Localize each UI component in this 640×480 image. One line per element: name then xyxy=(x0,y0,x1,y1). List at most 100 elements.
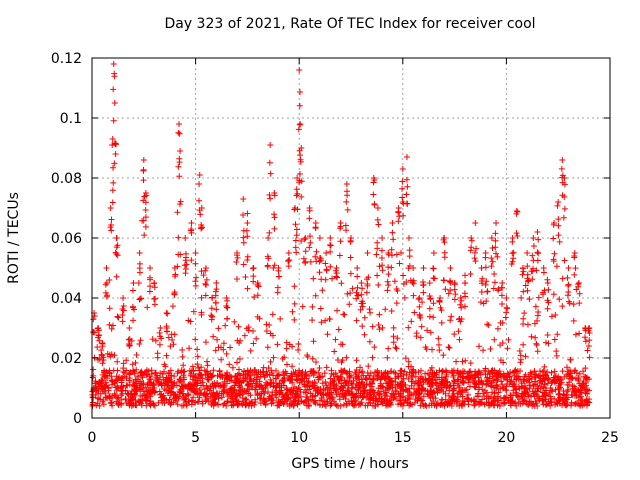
data-point xyxy=(306,244,313,251)
data-point xyxy=(264,381,271,388)
data-point xyxy=(453,398,460,405)
data-point xyxy=(109,187,116,194)
data-point xyxy=(99,343,106,350)
data-point xyxy=(487,346,494,353)
data-point xyxy=(502,314,509,321)
data-point xyxy=(257,394,264,401)
data-point xyxy=(408,382,415,389)
data-point xyxy=(263,368,270,375)
data-point xyxy=(295,346,302,353)
data-point xyxy=(186,345,193,352)
data-point xyxy=(130,280,137,286)
data-point xyxy=(322,387,329,394)
data-point xyxy=(544,280,551,286)
data-point xyxy=(399,383,406,390)
data-point xyxy=(196,197,203,204)
data-point xyxy=(125,398,132,405)
data-point xyxy=(495,287,502,294)
data-point xyxy=(312,393,319,400)
data-point xyxy=(492,237,499,244)
data-point xyxy=(111,160,118,167)
data-point xyxy=(563,364,570,371)
data-point xyxy=(417,334,424,341)
data-point xyxy=(524,287,531,294)
y-tick-label: 0.02 xyxy=(51,351,82,367)
data-point xyxy=(280,400,287,407)
data-point xyxy=(495,369,502,376)
data-point xyxy=(532,334,539,341)
data-point xyxy=(182,266,189,273)
data-point xyxy=(168,399,175,406)
chart-title: Day 323 of 2021, Rate Of TEC Index for r… xyxy=(164,16,536,32)
data-point xyxy=(483,278,490,285)
data-point xyxy=(335,326,342,333)
data-point xyxy=(275,267,282,274)
data-point xyxy=(162,363,169,370)
data-point xyxy=(215,325,222,332)
data-point xyxy=(158,379,165,386)
data-point xyxy=(533,267,540,274)
data-point xyxy=(540,269,547,276)
data-point xyxy=(508,398,515,405)
data-point xyxy=(118,384,125,391)
data-point xyxy=(494,253,501,260)
data-point xyxy=(113,250,120,257)
data-point xyxy=(107,224,114,231)
data-point xyxy=(151,389,158,396)
data-point xyxy=(90,399,97,406)
data-point xyxy=(269,332,276,339)
data-point xyxy=(342,379,349,386)
data-point xyxy=(310,385,317,392)
data-point xyxy=(177,198,184,205)
data-point xyxy=(258,390,265,397)
data-point xyxy=(312,292,319,299)
data-point xyxy=(189,363,196,370)
data-point xyxy=(535,294,542,301)
data-point xyxy=(584,401,591,408)
data-point xyxy=(266,229,273,236)
data-point xyxy=(441,239,448,246)
data-point xyxy=(534,257,541,264)
data-point xyxy=(576,330,583,337)
data-point xyxy=(257,373,264,380)
data-point xyxy=(559,157,566,163)
data-point xyxy=(353,317,360,324)
data-point xyxy=(243,325,250,332)
data-point xyxy=(204,362,211,369)
data-point xyxy=(436,298,443,305)
data-point xyxy=(285,256,292,263)
data-point xyxy=(279,355,286,362)
data-point xyxy=(586,354,593,361)
data-point xyxy=(316,235,323,241)
data-point xyxy=(476,378,483,385)
data-point xyxy=(385,282,392,289)
data-point xyxy=(354,375,361,382)
data-point xyxy=(328,389,335,396)
data-point xyxy=(321,401,328,408)
data-point xyxy=(301,378,308,385)
data-point xyxy=(539,368,546,375)
data-point xyxy=(345,382,352,389)
data-point xyxy=(517,352,524,359)
data-point xyxy=(400,280,407,287)
data-point xyxy=(403,154,410,160)
data-point xyxy=(245,370,252,377)
data-point xyxy=(95,394,102,401)
data-point xyxy=(445,392,452,399)
data-point xyxy=(223,303,230,310)
data-point xyxy=(114,252,121,259)
data-point xyxy=(500,400,507,407)
y-tick-label: 0.08 xyxy=(51,171,82,187)
data-point xyxy=(262,382,269,389)
data-point xyxy=(327,242,334,249)
data-point xyxy=(427,329,434,336)
data-point xyxy=(409,366,416,373)
data-point xyxy=(270,383,277,390)
data-point xyxy=(271,211,278,218)
data-point xyxy=(497,319,504,326)
data-point xyxy=(462,272,469,279)
data-point xyxy=(364,376,371,383)
data-point xyxy=(172,273,179,280)
data-point xyxy=(138,381,145,388)
x-tick-label: 15 xyxy=(394,430,412,446)
